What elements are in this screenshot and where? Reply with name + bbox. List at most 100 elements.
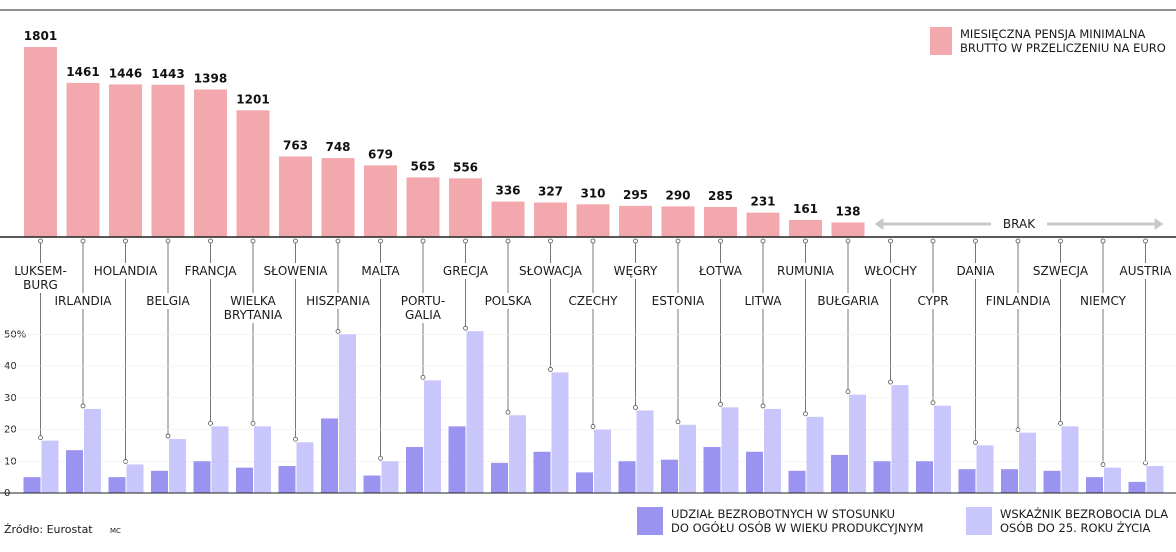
connector-dot	[123, 238, 128, 244]
unemployment-youth-bar	[84, 408, 101, 493]
connector-dot	[803, 238, 808, 244]
salary-value-label: 1398	[194, 72, 227, 86]
country-label: RUMUNIA	[777, 264, 835, 278]
country-label: WĘGRY	[614, 264, 658, 278]
country-label: MALTA	[361, 264, 400, 278]
brak-marker: BRAK	[874, 215, 1164, 233]
unemployment-youth-bar	[509, 415, 526, 493]
connector-dot	[1100, 238, 1106, 244]
unemployment-youth-bar	[424, 380, 441, 493]
unemployment-youth-bar	[339, 334, 356, 493]
connector-dot	[463, 325, 468, 331]
legend-salary-text: MIESIĘCZNA PENSJA MINIMALNA	[960, 27, 1145, 41]
salary-value-label: 138	[835, 204, 860, 218]
salary-value-label: 1201	[236, 92, 269, 106]
connector-dot	[463, 238, 468, 244]
y-tick-label: 40	[4, 361, 17, 372]
country-connectors	[38, 238, 1148, 468]
salary-bar	[66, 82, 100, 238]
connector-dot	[250, 420, 256, 426]
unemployment-youth-bar	[254, 426, 271, 493]
salary-bar	[449, 178, 482, 237]
country-label: DANIA	[957, 264, 996, 278]
salary-bar	[746, 212, 780, 237]
country-label: BUŁGARIA	[817, 294, 879, 308]
unemployment-total-bar	[873, 461, 891, 493]
unemployment-total-bar	[533, 451, 551, 493]
unemployment-youth-bar	[211, 426, 229, 493]
brak-arrow-right	[1154, 218, 1164, 230]
unemployment-total-bar	[1001, 469, 1018, 493]
unemployment-total-bar	[1128, 481, 1146, 493]
salary-bar	[364, 165, 397, 237]
country-label: SŁOWACJA	[519, 264, 583, 278]
salary-value-label: 763	[283, 139, 308, 153]
salary-value-label: 1801	[24, 29, 57, 43]
unemployment-youth-bar	[806, 416, 824, 493]
brak-label: BRAK	[1003, 217, 1036, 231]
connector-dot	[1143, 460, 1148, 466]
country-label: WIELKA BRYTANIA	[224, 294, 283, 322]
country-label: HOLANDIA	[94, 264, 158, 278]
connector-dot	[208, 420, 213, 426]
connector-dot	[165, 433, 171, 439]
connector-dot	[1100, 462, 1106, 468]
legend-total-text: DO OGÓŁU OSÓB W WIEKU PRODUKCYJNYM	[671, 520, 923, 535]
connector-dot	[590, 238, 596, 244]
connector-dot	[378, 455, 383, 461]
connector-dot	[80, 403, 86, 409]
salary-bar	[279, 156, 312, 237]
salary-bar	[406, 177, 440, 237]
connector-dot	[505, 238, 511, 244]
connector-dot	[718, 401, 723, 407]
connector-dot	[378, 238, 383, 244]
connector-dot	[845, 238, 851, 244]
country-label: WŁOCHY	[864, 264, 917, 278]
connector-dot	[80, 238, 86, 244]
salary-bar	[151, 84, 185, 237]
unemployment-total-bar	[108, 477, 126, 493]
footer: Źródło: Eurostat MC	[4, 523, 121, 536]
country-label: IRLANDIA	[54, 294, 112, 308]
unemployment-total-bar	[746, 451, 763, 493]
connector-dot	[208, 238, 213, 244]
salary-bar	[831, 222, 865, 237]
salary-value-label: 1461	[66, 65, 99, 79]
unemployment-youth-bar	[721, 407, 739, 493]
unemployment-youth-bar	[594, 429, 611, 493]
y-tick-label: 20	[4, 425, 17, 436]
connector-dot	[1143, 238, 1148, 244]
legend-youth-text: OSÓB DO 25. ROKU ŻYCIA	[1000, 520, 1150, 535]
connector-dot	[973, 238, 978, 244]
salary-value-label: 565	[410, 159, 435, 173]
y-tick-label: 30	[4, 393, 17, 404]
country-label: SZWECJA	[1033, 264, 1089, 278]
unemployment-youth-bar	[1146, 466, 1164, 493]
unemployment-youth-bar	[891, 385, 909, 493]
connector-dot	[675, 419, 681, 425]
country-label: LUKSEM-BURG	[14, 264, 67, 292]
unemployment-total-bar	[321, 418, 338, 493]
salary-bar	[236, 110, 270, 237]
connector-dot	[420, 238, 426, 244]
source-note: Źródło: Eurostat	[4, 523, 93, 536]
salary-value-label: 310	[580, 186, 605, 200]
salary-bar	[24, 47, 57, 237]
salary-value-label: 161	[793, 202, 818, 216]
salary-bars	[24, 47, 865, 238]
country-label: HISZPANIA	[306, 294, 371, 308]
connector-dot	[335, 238, 341, 244]
country-label: FINLANDIA	[986, 294, 1051, 308]
country-label: CYPR	[917, 294, 948, 308]
salary-bar	[109, 84, 142, 237]
country-label: GRECJA	[443, 264, 489, 278]
connector-dot	[718, 238, 723, 244]
connector-dot	[590, 424, 596, 429]
unemployment-total-bar	[151, 470, 168, 493]
salary-bar	[789, 220, 822, 237]
salary-value-labels: 1801 1461 1446 1443 1398 1201 763 748 679 565 556 3…	[24, 29, 861, 218]
country-label: CZECHY	[569, 294, 619, 308]
country-label: POLSKA	[485, 294, 533, 308]
unemployment-total-bar	[363, 475, 381, 493]
